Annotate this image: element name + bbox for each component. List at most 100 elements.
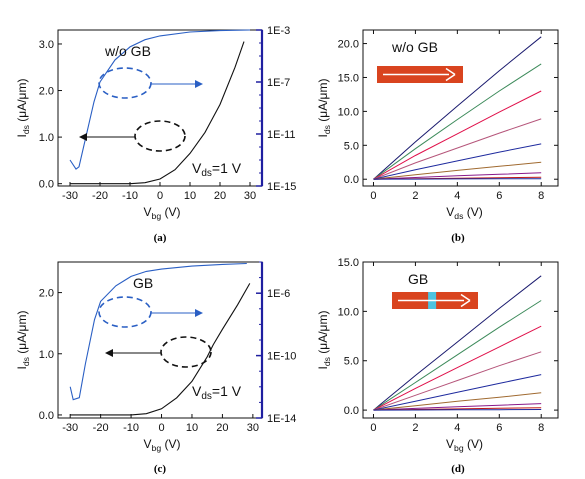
series-linear-line xyxy=(70,283,251,416)
series-line-6 xyxy=(373,161,542,180)
y2-tick-label: 1E-14 xyxy=(267,413,296,425)
series-line-4 xyxy=(373,118,542,180)
linear-curve-highlight xyxy=(134,120,186,152)
x-tick-label: 30 xyxy=(244,190,256,202)
x-axis-title-base: V xyxy=(144,437,152,451)
x-tick-label: 10 xyxy=(186,422,198,434)
x-tick-label: -20 xyxy=(92,190,108,202)
x-tick-label: -30 xyxy=(62,422,78,434)
vds-base: V xyxy=(192,160,202,176)
y-axis-title-unit: (μA/μm) xyxy=(316,79,330,126)
x-axis-title-sub: bg xyxy=(152,443,162,453)
x-tick-label: 10 xyxy=(184,190,196,202)
x-tick-label: 4 xyxy=(454,422,460,434)
y-tick-label: 5.0 xyxy=(344,356,359,368)
x-axis-title-unit: (V) xyxy=(161,437,180,451)
x-axis-title-sub: bg xyxy=(454,443,464,453)
x-tick-label: 6 xyxy=(496,422,502,434)
arrow-head-right xyxy=(195,309,203,317)
x-tick-label: -10 xyxy=(123,422,139,434)
series-linear-line xyxy=(70,41,245,185)
y-axis-title-sub: ds xyxy=(322,357,332,366)
y-axis-title-sub: ds xyxy=(21,125,31,134)
x-tick-label: 0 xyxy=(158,422,164,434)
y-axis-title-sub: ds xyxy=(21,357,31,366)
panel-c: -30 -20 -10 0 10 20 30 0.0 1.0 2.0 1E-14 1E-10 1E-6 G… xyxy=(15,261,296,453)
x-axis-title-sub: ds xyxy=(454,211,463,221)
caption-d: (d) xyxy=(451,463,465,475)
x-axis-title-unit: (V) xyxy=(464,437,483,451)
x-axis-title-unit: (V) xyxy=(463,205,482,219)
y-axis-title-base: I xyxy=(316,134,330,137)
x-tick-label: 8 xyxy=(538,190,544,202)
panel-label: GB xyxy=(133,275,153,291)
series-line-3 xyxy=(373,325,542,411)
x-axis-title: Vbg (V) xyxy=(446,437,483,453)
y-tick-label: 15.0 xyxy=(338,257,359,269)
y-tick-label: 0.0 xyxy=(39,179,54,191)
arrow-head-right xyxy=(195,80,203,88)
y-axis-title-base: I xyxy=(15,366,29,369)
series-line-4 xyxy=(373,351,542,411)
y-tick-label: 0.0 xyxy=(39,410,54,422)
caption-b: (b) xyxy=(451,232,465,244)
series-line-1 xyxy=(373,36,542,180)
y-axis-title: Ids (μA/μm) xyxy=(15,79,31,138)
y-tick-label: 5.0 xyxy=(344,140,359,152)
plot-frame xyxy=(362,29,559,187)
vds-annotation: Vds=1 V xyxy=(192,160,242,179)
x-tick-label: 6 xyxy=(496,190,502,202)
vds-sub: ds xyxy=(201,391,212,402)
y-axis-title-unit: (μA/μm) xyxy=(15,311,29,358)
y-axis-title: Ids (μA/μm) xyxy=(316,79,332,138)
y-tick-label: 20.0 xyxy=(338,39,359,51)
y-tick-label: 10.0 xyxy=(338,306,359,318)
series-line-2 xyxy=(373,300,542,411)
series-log-line xyxy=(69,29,251,170)
series-line-5 xyxy=(373,374,542,411)
y-axis-title: Ids (μA/μm) xyxy=(15,311,31,370)
x-tick-label: 0 xyxy=(370,190,376,202)
y2-tick-label: 1E-3 xyxy=(267,25,290,37)
series-line-7 xyxy=(373,172,542,180)
x-axis-title-base: V xyxy=(446,205,454,219)
x-tick-label: 20 xyxy=(216,422,228,434)
y-tick-label: 1.0 xyxy=(39,349,54,361)
y-tick-label: 15.0 xyxy=(338,72,359,84)
y-axis-title-base: I xyxy=(15,134,29,137)
series-line-5 xyxy=(373,143,542,180)
y-tick-label: 1.0 xyxy=(39,132,54,144)
y2-tick-label: 1E-6 xyxy=(267,288,290,300)
x-tick-label: 20 xyxy=(214,190,226,202)
arrow-head-left xyxy=(105,349,113,357)
series-line-2 xyxy=(373,63,542,180)
x-axis-title-base: V xyxy=(144,205,152,219)
x-axis-title-unit: (V) xyxy=(161,205,180,219)
panel-label: w/o GB xyxy=(391,39,438,55)
y-axis-title-sub: ds xyxy=(322,125,332,134)
vds-value: =1 V xyxy=(212,160,242,176)
y-tick-label: 0.0 xyxy=(344,405,359,417)
y-axis-title-unit: (μA/μm) xyxy=(15,79,29,126)
series-line-9 xyxy=(373,409,542,411)
y2-tick-label: 1E-10 xyxy=(267,351,296,363)
caption-a: (a) xyxy=(154,232,167,244)
series-log-line xyxy=(69,262,247,401)
panel-d: 0 2 4 6 8 0.0 5.0 10.0 15.0 GB Vbg (V) Ids (μA/μm) xyxy=(316,257,559,453)
vds-value: =1 V xyxy=(212,383,242,399)
x-tick-label: -20 xyxy=(93,422,109,434)
y2-tick-label: 1E-15 xyxy=(267,181,296,193)
panel-b: 0 2 4 6 8 0.0 5.0 10.0 15.0 20.0 w/o GB Vds (V) Ids … xyxy=(316,29,559,221)
current-arrow-head xyxy=(460,293,471,308)
y-axis-title-base: I xyxy=(316,366,330,369)
x-tick-label: 0 xyxy=(157,190,163,202)
vds-sub: ds xyxy=(201,168,212,179)
x-tick-label: 8 xyxy=(538,422,544,434)
x-tick-label: 0 xyxy=(370,422,376,434)
panel-a: -30 -20 -10 0 10 20 30 0.0 1.0 2.0 3.0 1E-15 1E-11 1E… xyxy=(15,25,296,221)
series-line-9 xyxy=(373,178,542,180)
log-curve-highlight xyxy=(98,296,152,328)
series-line-1 xyxy=(373,275,542,411)
caption-c: (c) xyxy=(154,463,167,475)
